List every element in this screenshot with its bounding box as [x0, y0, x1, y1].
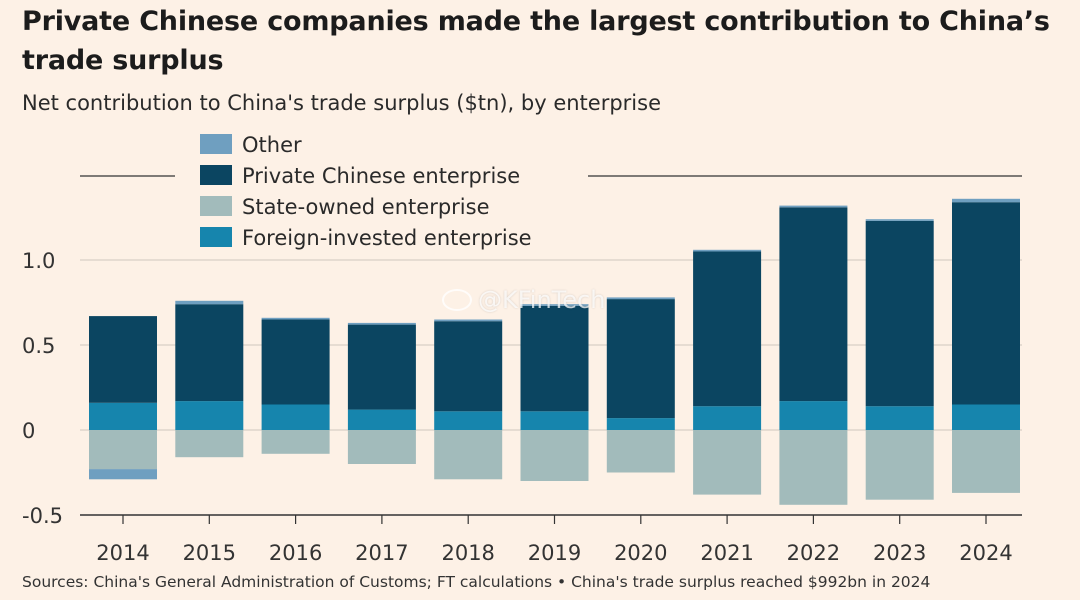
legend-label: Other [242, 133, 302, 157]
bar-segment [952, 198, 1020, 203]
bar-segment [693, 430, 762, 495]
bar-segment [865, 219, 934, 221]
bar-segment [520, 411, 589, 430]
legend-label: Foreign-invested enterprise [242, 226, 532, 250]
x-tick-label: 2014 [96, 541, 149, 565]
y-tick-label: 0.5 [22, 334, 55, 358]
x-tick-label: 2018 [441, 541, 494, 565]
bar-segment [520, 304, 589, 306]
y-tick-label: 1.0 [22, 249, 55, 273]
bar-segment [261, 317, 330, 320]
x-axis-labels: 2014 2015 2016 2017 2018 2019 2020 2021 2022 2023… [96, 541, 1012, 565]
source-note: Sources: China's General Administration … [22, 573, 931, 591]
bar-segment [606, 430, 675, 473]
bar-segment [261, 319, 330, 405]
bar-segment [175, 430, 244, 458]
bar-segment [865, 430, 934, 500]
x-tick-label: 2021 [700, 541, 753, 565]
bar-segment [434, 319, 503, 322]
bar-segment [175, 304, 244, 402]
bar-segment [347, 409, 416, 430]
bar-segment [434, 321, 503, 412]
bar-segment [779, 430, 848, 505]
bar-segment [952, 430, 1020, 493]
bar-segment [89, 316, 157, 403]
bar-segment [693, 406, 762, 430]
bar-segment [606, 299, 675, 419]
bar-segment [347, 322, 416, 325]
bar-segment [89, 402, 157, 430]
legend-label: State-owned enterprise [242, 195, 490, 219]
bar-segment [606, 418, 675, 430]
x-axis [80, 514, 1022, 524]
bar-segment [347, 324, 416, 410]
bar-segment [175, 401, 244, 430]
y-tick-label: 0 [22, 419, 35, 443]
y-axis-labels: -0.5 0 0.5 1.0 [22, 249, 63, 528]
bar-segment [693, 251, 762, 407]
chart-subtitle: Net contribution to China's trade surplu… [22, 91, 662, 115]
stacked-bar-chart: -0.5 0 0.5 1.0 2014 2015 2016 2017 2018 2019 2020… [22, 133, 1022, 565]
legend-swatch [200, 134, 232, 154]
x-tick-label: 2022 [787, 541, 840, 565]
bar-segment [434, 411, 503, 430]
bar-segment [261, 404, 330, 430]
bar-segment [520, 305, 589, 412]
legend-label: Private Chinese enterprise [242, 164, 520, 188]
bar-segment [434, 430, 503, 480]
bar-segment [693, 249, 762, 252]
legend-swatch [200, 227, 232, 247]
bars [89, 198, 1020, 505]
x-tick-label: 2023 [873, 541, 926, 565]
bar-segment [865, 406, 934, 430]
x-tick-label: 2015 [183, 541, 236, 565]
bar-segment [175, 300, 244, 305]
legend-swatch [200, 196, 232, 216]
x-tick-label: 2024 [959, 541, 1012, 565]
bar-segment [779, 401, 848, 430]
bar-segment [89, 469, 157, 480]
chart-title: Private Chinese companies made the large… [22, 6, 1050, 76]
x-tick-label: 2016 [269, 541, 322, 565]
bar-segment [952, 404, 1020, 430]
bar-segment [347, 430, 416, 464]
x-tick-label: 2019 [528, 541, 581, 565]
watermark: @KFinTech [442, 286, 605, 314]
bar-segment [261, 430, 330, 454]
bar-segment [865, 220, 934, 407]
y-tick-label: -0.5 [22, 504, 63, 528]
weibo-icon [442, 289, 472, 311]
bar-segment [89, 430, 157, 470]
x-tick-label: 2020 [614, 541, 667, 565]
bar-segment [520, 430, 589, 481]
bar-segment [606, 297, 675, 300]
bar-segment [952, 202, 1020, 405]
legend: Other Private Chinese enterprise State-own… [200, 133, 532, 250]
bar-segment [779, 205, 848, 208]
legend-swatch [200, 165, 232, 185]
x-tick-label: 2017 [355, 541, 408, 565]
watermark-text: @KFinTech [478, 286, 606, 314]
bar-segment [779, 207, 848, 402]
